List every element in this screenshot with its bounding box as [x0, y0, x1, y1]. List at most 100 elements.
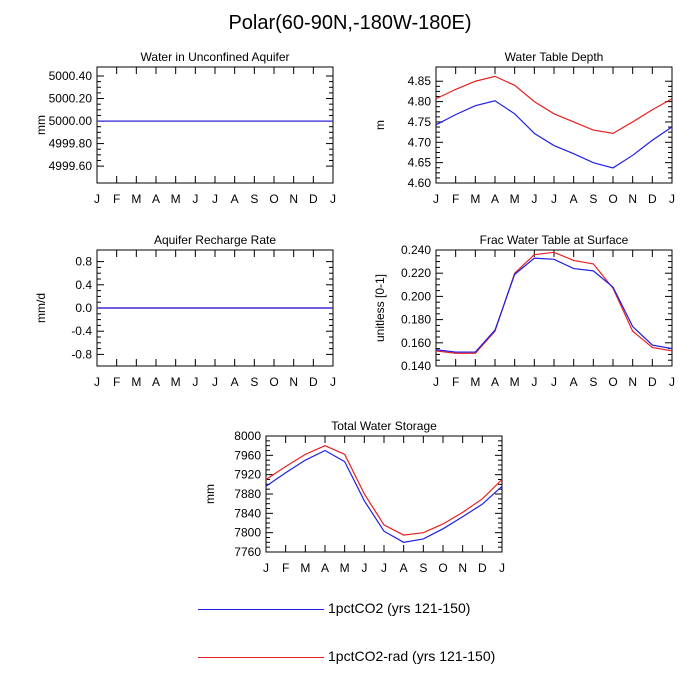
y-tick-label: 4.65 [408, 156, 432, 170]
x-tick-label: O [438, 561, 447, 575]
x-tick-label: D [309, 375, 318, 389]
series-line-1pctco2-rad [435, 75, 673, 134]
x-tick-label: J [669, 192, 675, 206]
x-tick-label: N [628, 192, 637, 206]
series-line-1pctco2-rad [265, 445, 503, 536]
x-tick-label: D [309, 192, 318, 206]
x-tick-label: A [152, 375, 160, 389]
panel-title: Water Table Depth [505, 50, 604, 64]
y-tick-label: 7920 [234, 468, 261, 482]
y-tick-label: 0.220 [401, 266, 431, 280]
series-line-1pctco2-rad [435, 251, 673, 354]
plot-frame [265, 435, 503, 553]
y-tick-label: 4.70 [408, 135, 432, 149]
y-tick-label: 7800 [234, 526, 261, 540]
y-tick-label: 0.160 [401, 336, 431, 350]
x-tick-label: J [551, 192, 557, 206]
y-tick-label: 5000.40 [49, 69, 93, 83]
x-tick-label: F [452, 375, 459, 389]
plot-frame [435, 66, 673, 184]
x-tick-label: A [231, 375, 239, 389]
legend-line-1pctco2 [198, 609, 324, 610]
x-tick-label: A [231, 192, 239, 206]
x-tick-label: M [171, 192, 181, 206]
x-tick-label: A [570, 192, 578, 206]
x-tick-label: D [648, 375, 657, 389]
y-tick-label: 4.85 [408, 74, 432, 88]
panel-1: Water Table Depth m 4.60 4.65 4.70 4.75 4.80 4.… [373, 50, 675, 206]
x-tick-label: J [433, 375, 439, 389]
y-tick-label: 0.240 [401, 243, 431, 257]
y-tick-label: 0.4 [75, 278, 92, 292]
y-tick-label: 5000.20 [49, 92, 93, 106]
x-tick-label: S [419, 561, 427, 575]
x-tick-label: M [470, 375, 480, 389]
y-tick-label: 7760 [234, 545, 261, 559]
x-tick-label: O [608, 375, 617, 389]
x-tick-label: F [113, 375, 120, 389]
x-tick-label: J [433, 192, 439, 206]
x-tick-label: J [212, 375, 218, 389]
page-title: Polar(60-90N,-180W-180E) [228, 12, 472, 34]
x-tick-label: M [171, 375, 181, 389]
x-tick-label: J [551, 375, 557, 389]
x-tick-label: J [94, 192, 100, 206]
x-tick-label: S [250, 192, 258, 206]
y-tick-label: 4999.60 [49, 159, 93, 173]
panel-title: Water in Unconfined Aquifer [141, 50, 290, 64]
x-tick-label: J [669, 375, 675, 389]
y-tick-label: 0.140 [401, 359, 431, 373]
y-tick-label: 4999.80 [49, 137, 93, 151]
y-tick-label: 4.60 [408, 176, 432, 190]
x-tick-label: D [648, 192, 657, 206]
x-tick-label: J [531, 192, 537, 206]
x-tick-label: J [212, 192, 218, 206]
x-tick-label: J [94, 375, 100, 389]
panel-3: Frac Water Table at Surface unitless [0-1… [373, 233, 675, 389]
y-tick-label: -0.4 [71, 324, 92, 338]
y-tick-label: 0.180 [401, 313, 431, 327]
x-tick-label: F [113, 192, 120, 206]
x-tick-label: O [269, 192, 278, 206]
series-line-1pctco2 [265, 449, 503, 543]
y-axis-label: m [373, 120, 387, 130]
y-tick-label: 0.0 [75, 301, 92, 315]
x-tick-label: A [491, 375, 499, 389]
x-tick-label: F [452, 192, 459, 206]
legend-label-1pctco2: 1pctCO2 (yrs 121-150) [328, 600, 471, 616]
x-tick-label: J [192, 192, 198, 206]
x-tick-label: M [340, 561, 350, 575]
x-tick-label: O [269, 375, 278, 389]
x-tick-label: S [250, 375, 258, 389]
x-tick-label: A [491, 192, 499, 206]
x-tick-label: M [131, 375, 141, 389]
x-tick-label: J [531, 375, 537, 389]
x-tick-label: M [300, 561, 310, 575]
x-tick-label: J [499, 561, 505, 575]
y-tick-label: 4.80 [408, 95, 432, 109]
x-tick-label: M [510, 192, 520, 206]
y-axis-label: mm/d [34, 293, 48, 323]
plot-frame [435, 249, 673, 367]
x-tick-label: A [400, 561, 408, 575]
x-tick-label: M [470, 192, 480, 206]
y-tick-label: 8000 [234, 429, 261, 443]
x-tick-label: J [330, 192, 336, 206]
panel-title: Aquifer Recharge Rate [154, 233, 276, 247]
x-tick-label: J [263, 561, 269, 575]
x-tick-label: D [478, 561, 487, 575]
x-tick-label: S [589, 375, 597, 389]
y-tick-label: 0.200 [401, 289, 431, 303]
x-tick-label: M [510, 375, 520, 389]
panel-0: Water in Unconfined Aquifer mm 4999.60 4999… [34, 50, 336, 206]
panel-4: Total Water Storage mm 7760 7800 7840 7880 792… [203, 419, 505, 575]
x-tick-label: O [608, 192, 617, 206]
panel-title: Frac Water Table at Surface [480, 233, 629, 247]
y-tick-label: 0.8 [75, 255, 92, 269]
x-tick-label: N [458, 561, 467, 575]
y-tick-label: 7840 [234, 506, 261, 520]
x-tick-label: A [570, 375, 578, 389]
x-tick-label: A [321, 561, 329, 575]
y-axis-label: mm [203, 484, 217, 504]
